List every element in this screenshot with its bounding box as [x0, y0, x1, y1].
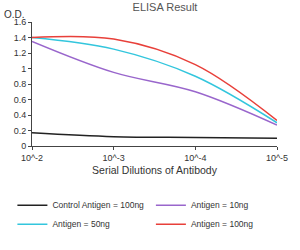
svg-text:Antigen = 10ng: Antigen = 10ng — [191, 200, 249, 210]
svg-text:0.8: 0.8 — [14, 79, 27, 89]
svg-text:10^-3: 10^-3 — [103, 153, 125, 163]
svg-text:1: 1 — [21, 64, 26, 74]
svg-text:Antigen = 50ng: Antigen = 50ng — [52, 219, 110, 229]
svg-text:0.6: 0.6 — [14, 95, 27, 105]
svg-text:10^-5: 10^-5 — [266, 153, 288, 163]
svg-text:ELISA Result: ELISA Result — [133, 1, 198, 13]
svg-text:Serial Dilutions of Antibody: Serial Dilutions of Antibody — [92, 164, 218, 176]
svg-text:1.2: 1.2 — [14, 48, 27, 58]
svg-text:0.2: 0.2 — [14, 126, 27, 136]
svg-text:1.4: 1.4 — [14, 33, 27, 43]
svg-text:1.6: 1.6 — [14, 17, 27, 27]
svg-text:O.D.: O.D. — [4, 9, 25, 20]
svg-text:10^-4: 10^-4 — [184, 153, 206, 163]
svg-text:Control Antigen = 100ng: Control Antigen = 100ng — [52, 200, 144, 210]
svg-text:Antigen = 100ng: Antigen = 100ng — [191, 219, 253, 229]
svg-text:0.4: 0.4 — [14, 110, 27, 120]
svg-text:10^-2: 10^-2 — [21, 153, 43, 163]
svg-text:0: 0 — [21, 141, 26, 151]
